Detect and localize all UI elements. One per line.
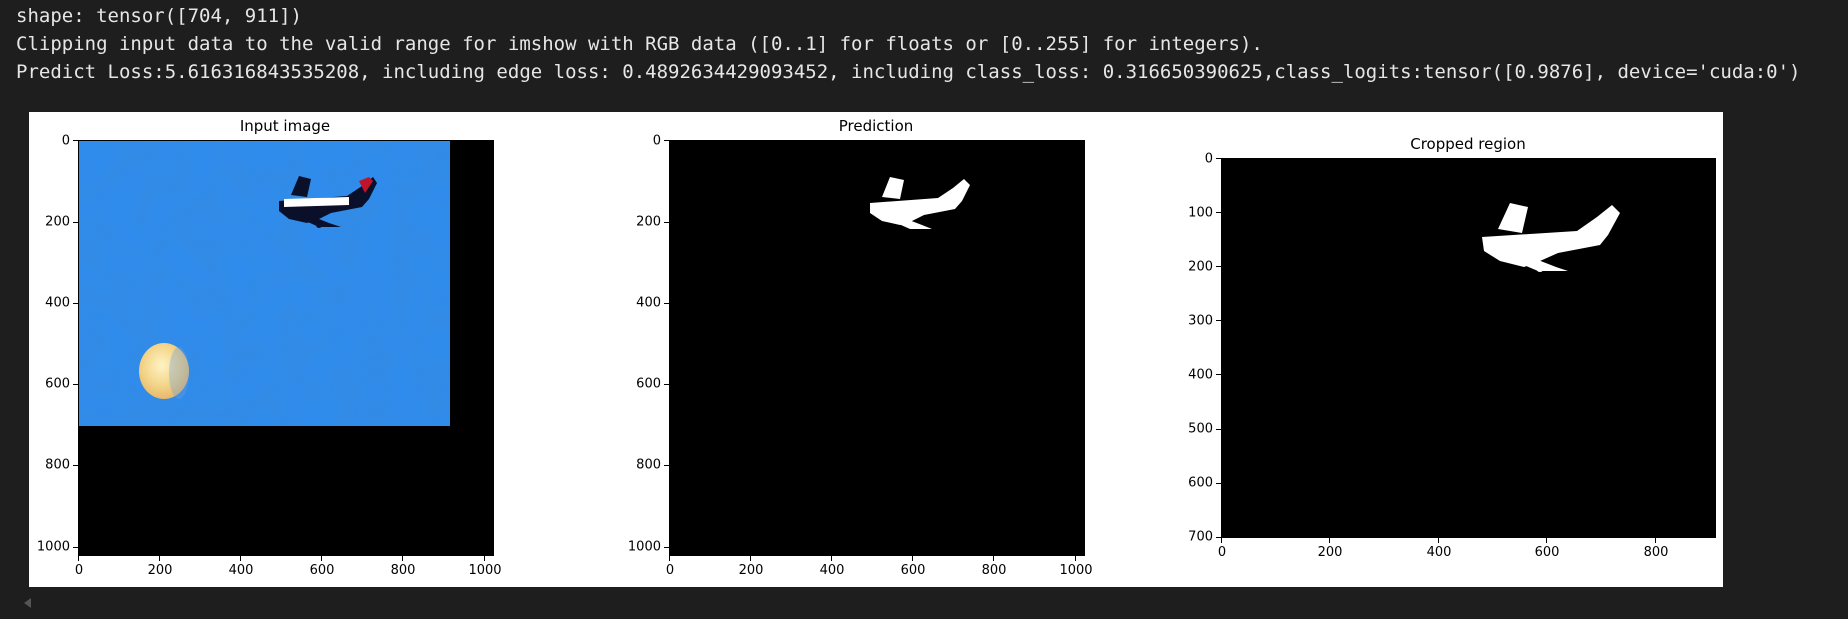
ytick-label: 1000 <box>36 539 70 555</box>
xtick-label: 1000 <box>1059 563 1093 578</box>
ytick-label: 600 <box>1188 475 1213 491</box>
output-line-loss: Predict Loss:5.616316843535208, includin… <box>16 61 1801 83</box>
xtick-label: 0 <box>665 563 675 578</box>
ytick-label: 800 <box>45 457 70 473</box>
xtick-label: 600 <box>1534 545 1560 560</box>
xtick-label: 400 <box>1426 545 1452 560</box>
xtick-label: 600 <box>309 563 335 578</box>
ytick-label: 800 <box>636 457 661 473</box>
xtick-label: 0 <box>1217 545 1227 560</box>
ytick-label: 200 <box>1188 259 1213 275</box>
xtick-label: 200 <box>1317 545 1343 560</box>
xtick-label: 800 <box>1643 545 1669 560</box>
ytick-label: 400 <box>45 295 70 311</box>
cropped-airplane-mask <box>1482 203 1620 272</box>
ytick-label: 600 <box>636 376 661 392</box>
ytick-label: 400 <box>636 295 661 311</box>
xtick-label: 800 <box>981 563 1007 578</box>
caret-left-icon[interactable] <box>24 598 31 608</box>
plot-area-prediction <box>669 140 1085 556</box>
xtick-label: 1000 <box>468 563 502 578</box>
ytick-label: 500 <box>1188 421 1213 437</box>
plot-area-cropped-region <box>1221 158 1716 538</box>
moon-shape <box>139 343 189 399</box>
ytick-label: 100 <box>1188 205 1213 221</box>
predicted-airplane-mask <box>870 177 970 229</box>
prediction-mask-canvas <box>670 141 1084 555</box>
xtick-label: 0 <box>74 563 84 578</box>
xtick-label: 800 <box>390 563 416 578</box>
ytick-label: 200 <box>45 214 70 230</box>
ytick-label: 0 <box>61 133 70 149</box>
ytick-label: 0 <box>652 133 661 149</box>
plot-area-input-image <box>78 140 494 556</box>
ytick-label: 400 <box>1188 367 1213 383</box>
axes-title-prediction: Prediction <box>838 117 914 135</box>
input-image-canvas <box>79 141 493 555</box>
output-line-shape: shape: tensor([704, 911]) <box>16 5 302 27</box>
matplotlib-figure: Input image <box>29 112 1723 587</box>
xtick-label: 600 <box>900 563 926 578</box>
xtick-label: 200 <box>147 563 173 578</box>
ytick-label: 600 <box>45 376 70 392</box>
ytick-label: 200 <box>636 214 661 230</box>
xtick-label: 200 <box>738 563 764 578</box>
axes-title-input-image: Input image <box>239 117 331 135</box>
ytick-label: 1000 <box>627 539 661 555</box>
cropped-mask-canvas <box>1222 159 1715 537</box>
airplane-shape <box>279 176 377 228</box>
output-line-warning: Clipping input data to the valid range f… <box>16 33 1263 55</box>
axes-title-cropped-region: Cropped region <box>1410 135 1526 153</box>
ytick-label: 300 <box>1188 313 1213 329</box>
xtick-label: 400 <box>228 563 254 578</box>
xtick-label: 400 <box>819 563 845 578</box>
ytick-label: 0 <box>1204 151 1213 167</box>
ytick-label: 700 <box>1188 529 1213 545</box>
